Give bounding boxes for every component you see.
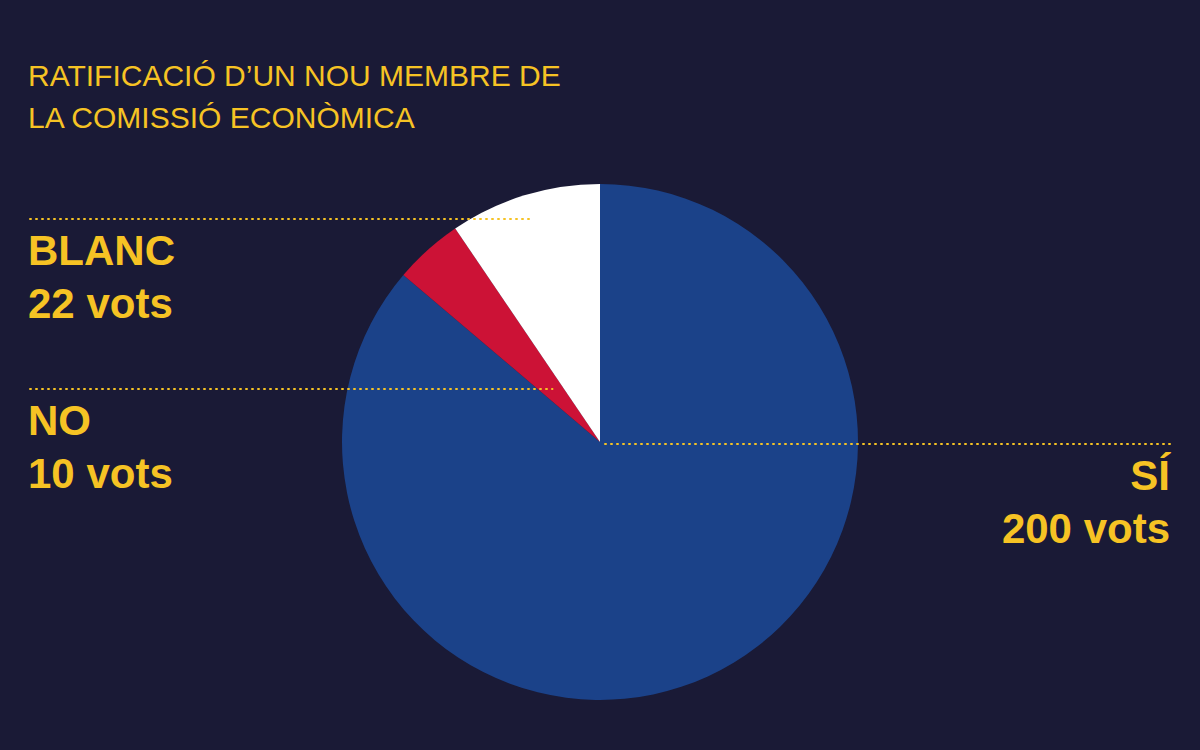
chart: RATIFICACIÓ D’UN NOU MEMBRE DE LA COMISSI…	[0, 0, 1200, 750]
value-label: 10 vots	[28, 450, 173, 497]
category-label: BLANC	[28, 227, 175, 274]
value-label: 200 vots	[1002, 505, 1170, 552]
leader-line	[30, 388, 552, 390]
title-line: RATIFICACIÓ D’UN NOU MEMBRE DE	[28, 59, 561, 92]
title: RATIFICACIÓ D’UN NOU MEMBRE DE LA COMISSI…	[28, 59, 561, 134]
category-label: NO	[28, 397, 91, 444]
category-label: SÍ	[1130, 452, 1171, 499]
title-line: LA COMISSIÓ ECONÒMICA	[28, 101, 415, 134]
leader-line	[601, 443, 1170, 445]
value-label: 22 vots	[28, 280, 173, 327]
leader-line	[30, 218, 532, 220]
labels: BLANC 22 vots NO 10 vots SÍ 200 vots	[28, 219, 1171, 552]
pie	[342, 184, 858, 700]
pie-slice	[342, 184, 858, 700]
pie-slice	[455, 184, 600, 442]
background	[0, 0, 1200, 750]
